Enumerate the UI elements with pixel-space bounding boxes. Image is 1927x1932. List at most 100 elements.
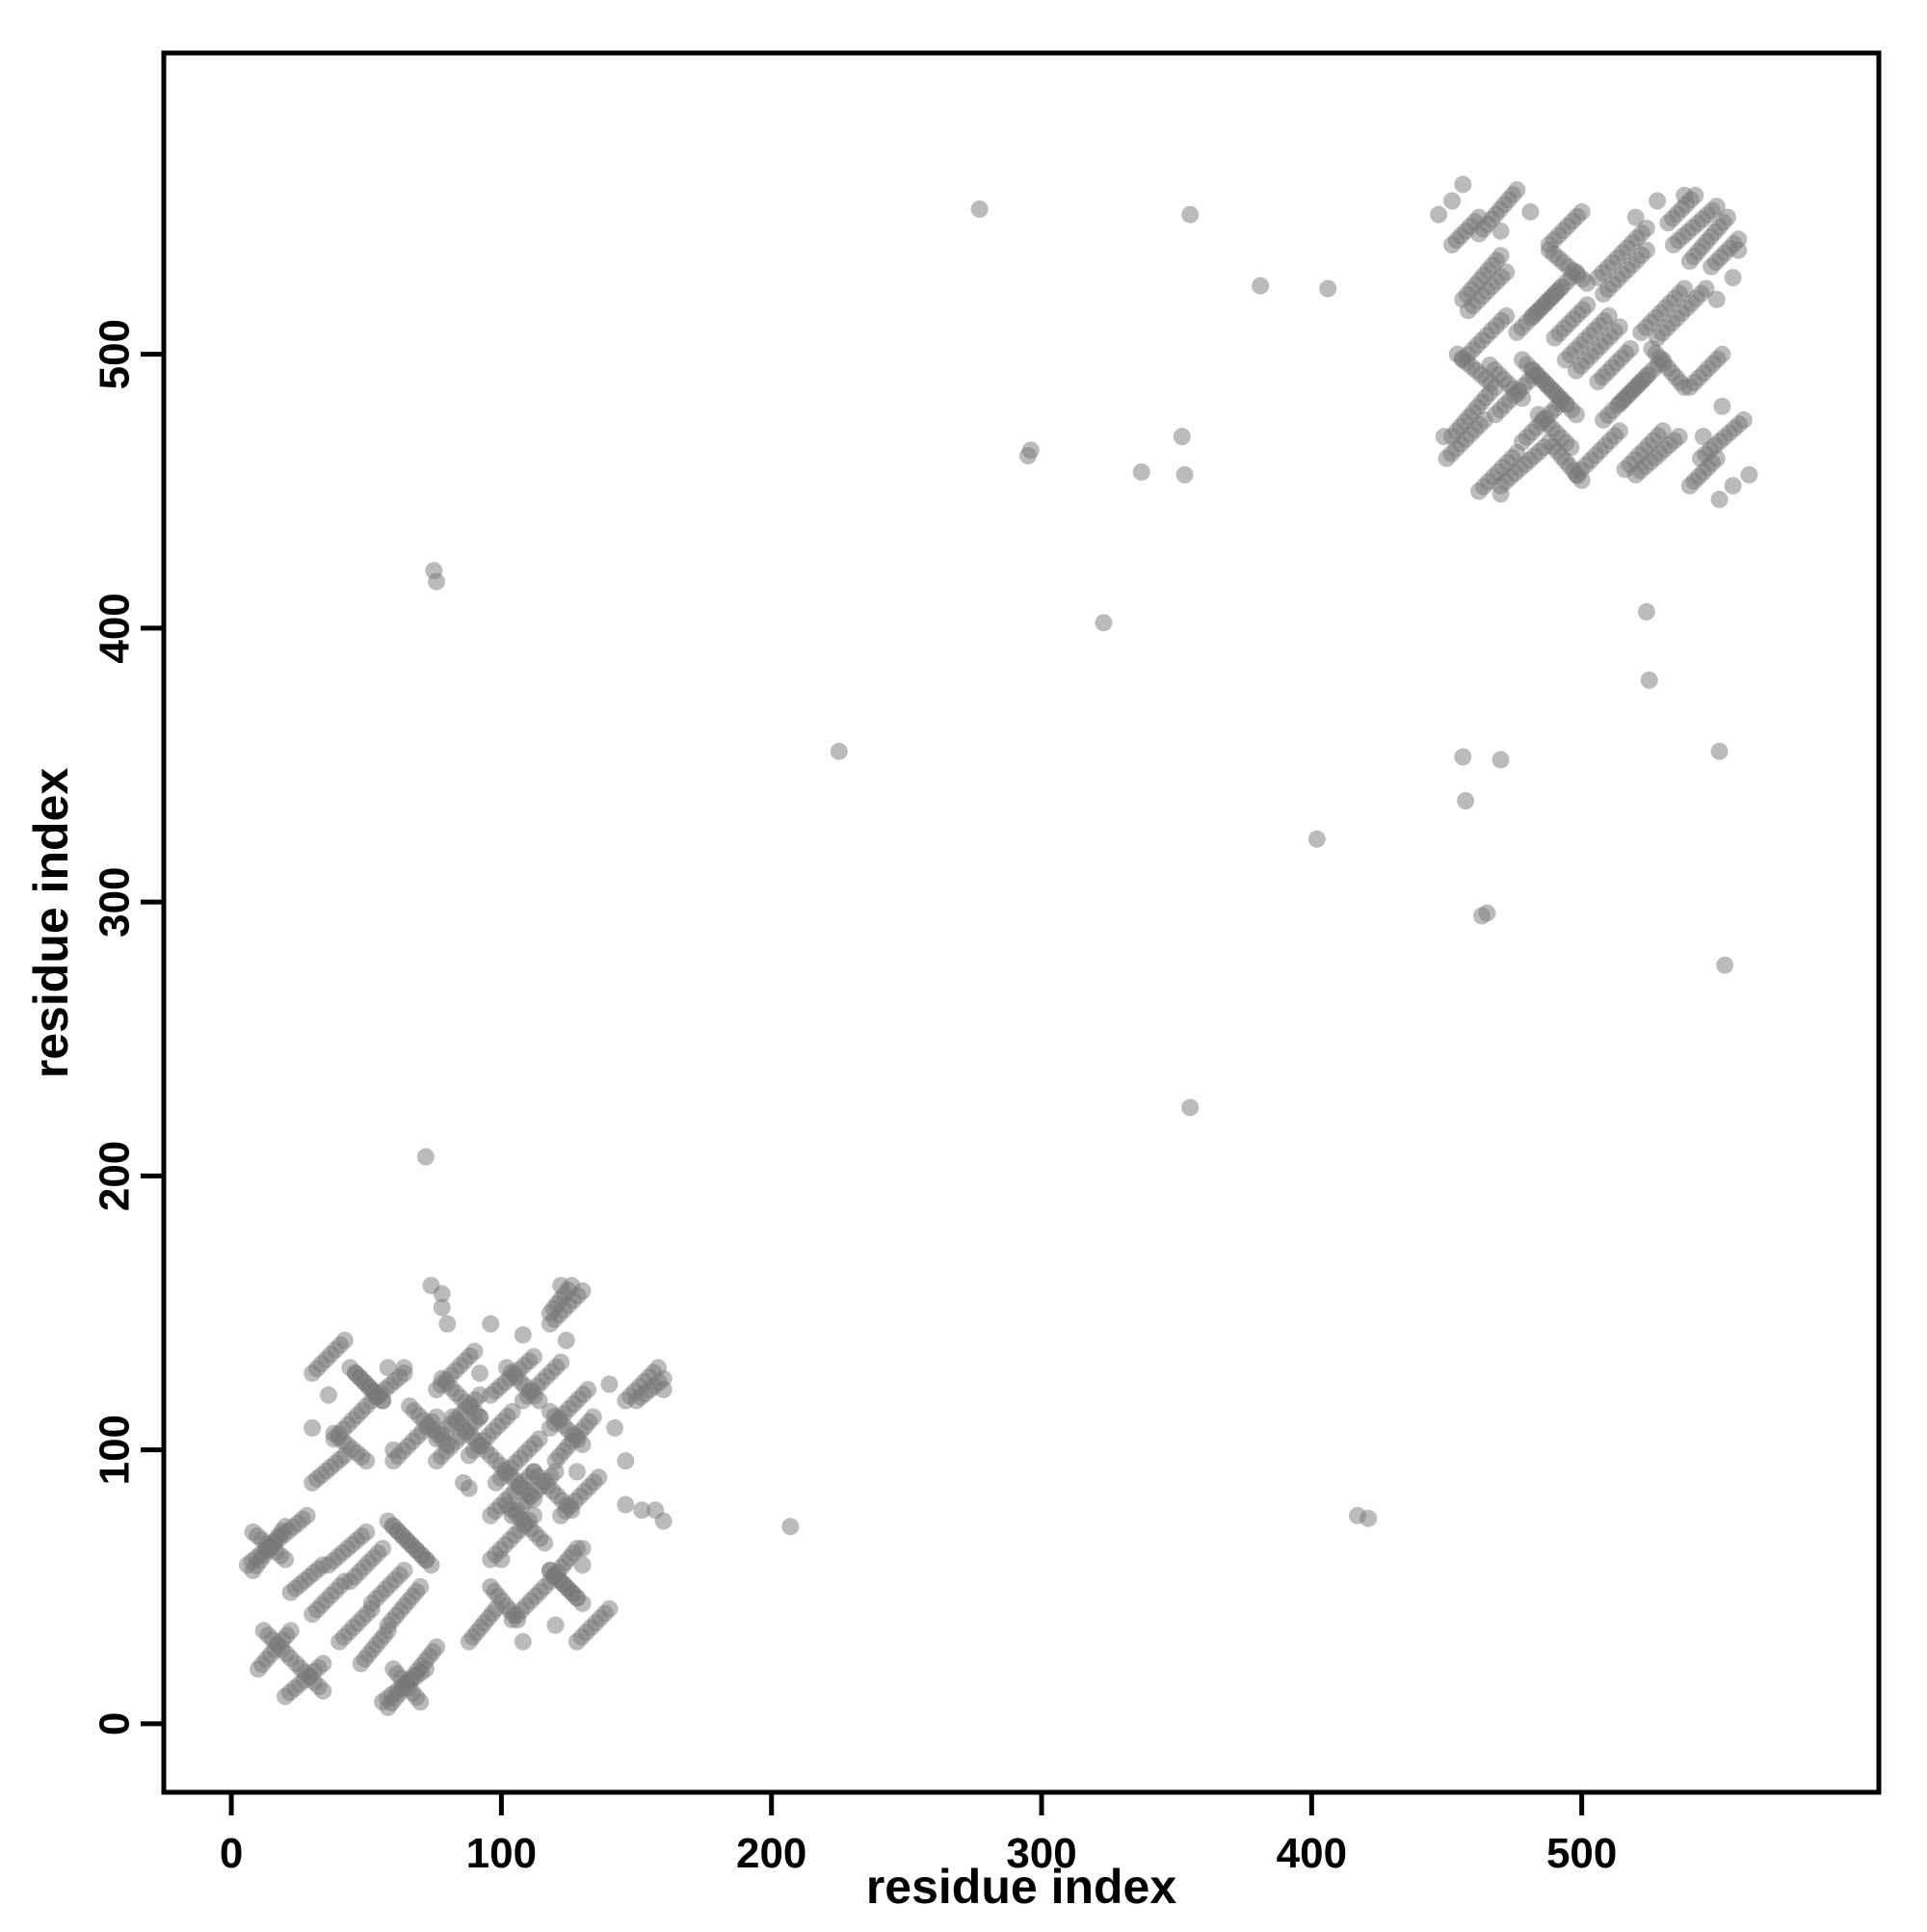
x-axis-ticks: 0 100 200 300 400 500 xyxy=(220,1792,1617,1877)
data-point xyxy=(1637,241,1655,259)
data-point xyxy=(1497,306,1516,325)
data-point xyxy=(1181,205,1200,224)
data-point xyxy=(781,1518,800,1536)
data-point xyxy=(970,200,989,218)
data-point xyxy=(1724,477,1742,495)
data-point xyxy=(287,1654,305,1673)
data-point xyxy=(1599,306,1618,325)
data-point xyxy=(1529,406,1547,424)
data-point xyxy=(600,1600,619,1618)
data-point xyxy=(1454,748,1472,766)
x-tick-label: 500 xyxy=(1546,1830,1617,1877)
data-point xyxy=(433,1298,451,1316)
data-point xyxy=(606,1418,624,1437)
data-point xyxy=(395,1561,413,1579)
data-point xyxy=(1653,422,1672,440)
data-point xyxy=(654,1381,673,1399)
data-point xyxy=(541,1402,559,1420)
x-tick-label: 300 xyxy=(1006,1830,1076,1877)
data-point xyxy=(1472,907,1491,925)
data-point xyxy=(1349,1506,1366,1524)
data-point xyxy=(1021,441,1040,460)
data-point xyxy=(1707,290,1726,308)
data-point xyxy=(830,742,848,760)
data-point xyxy=(1454,175,1472,194)
data-point xyxy=(1481,384,1499,402)
data-point xyxy=(1443,192,1462,210)
data-point xyxy=(1707,198,1726,216)
data-point xyxy=(433,1284,451,1303)
data-point xyxy=(600,1375,619,1393)
data-point xyxy=(304,1418,322,1437)
data-point xyxy=(1637,219,1655,237)
data-point xyxy=(1521,202,1540,221)
data-point xyxy=(298,1506,316,1524)
data-point xyxy=(525,1463,542,1481)
data-point xyxy=(1697,279,1715,298)
data-point xyxy=(514,1326,532,1344)
data-point xyxy=(1175,465,1194,484)
data-point xyxy=(1643,340,1661,357)
data-point xyxy=(1572,202,1591,221)
data-point xyxy=(347,1364,364,1383)
data-point xyxy=(503,1402,521,1420)
data-point xyxy=(281,1622,300,1640)
data-point xyxy=(320,1386,337,1404)
data-point xyxy=(1649,192,1667,210)
data-point xyxy=(546,1616,565,1634)
data-point xyxy=(428,572,446,591)
data-point xyxy=(1491,485,1510,503)
data-point xyxy=(590,1469,608,1487)
data-point xyxy=(514,1632,532,1651)
data-point xyxy=(584,1408,602,1426)
data-point xyxy=(1622,340,1640,357)
data-point xyxy=(482,1314,500,1333)
data-point xyxy=(1710,490,1729,509)
x-tick-label: 200 xyxy=(736,1830,806,1877)
data-point xyxy=(438,1314,457,1333)
data-point xyxy=(471,1364,488,1383)
data-point xyxy=(1610,318,1628,336)
x-tick-label: 0 xyxy=(220,1830,243,1877)
data-point xyxy=(1740,465,1758,484)
data-point xyxy=(1626,208,1645,226)
data-point xyxy=(552,1353,570,1371)
data-point xyxy=(1132,463,1150,481)
data-point xyxy=(465,1342,484,1361)
y-tick-label: 100 xyxy=(92,1415,139,1485)
y-axis-ticks: 0 100 200 300 400 500 xyxy=(92,319,164,1735)
data-point xyxy=(357,1397,376,1416)
data-point xyxy=(1640,671,1658,689)
data-point xyxy=(1724,269,1742,287)
data-point xyxy=(1514,389,1531,408)
y-tick-label: 400 xyxy=(92,593,139,663)
data-point xyxy=(335,1332,354,1349)
x-tick-label: 100 xyxy=(466,1830,537,1877)
data-point xyxy=(1319,279,1337,298)
data-point xyxy=(277,1518,295,1536)
data-point xyxy=(1637,367,1655,385)
data-point xyxy=(1181,1098,1200,1117)
data-point xyxy=(1676,279,1694,298)
data-point xyxy=(1430,205,1448,224)
data-point xyxy=(617,1452,635,1470)
data-point xyxy=(552,1277,570,1295)
data-point xyxy=(1694,428,1712,445)
data-point xyxy=(579,1381,597,1399)
x-tick-label: 400 xyxy=(1277,1830,1347,1877)
data-point xyxy=(1307,830,1326,848)
data-point xyxy=(277,1550,295,1569)
data-point xyxy=(1457,792,1475,809)
data-point xyxy=(379,1359,397,1377)
data-point xyxy=(357,1523,376,1541)
data-point xyxy=(617,1495,635,1514)
y-tick-label: 200 xyxy=(92,1141,139,1211)
data-point xyxy=(1637,602,1655,621)
data-point xyxy=(1491,222,1510,240)
data-point xyxy=(1491,247,1510,265)
data-point xyxy=(633,1501,651,1520)
data-point xyxy=(1719,208,1736,226)
y-tick-label: 0 xyxy=(92,1712,139,1735)
